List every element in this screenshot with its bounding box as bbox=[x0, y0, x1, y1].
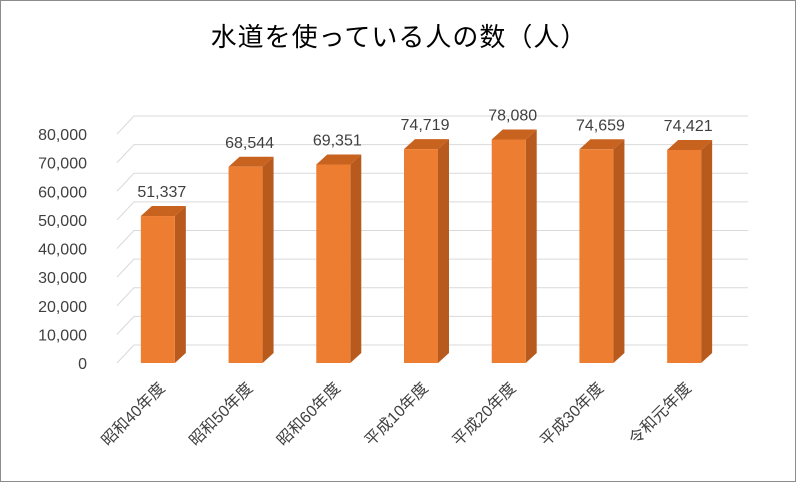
bar-side bbox=[174, 206, 186, 363]
x-tick-label: 昭和40年度 bbox=[98, 379, 169, 450]
data-label: 68,544 bbox=[225, 135, 274, 152]
y-tick-label: 80,000 bbox=[38, 127, 87, 144]
gridline bbox=[116, 144, 748, 163]
gridline bbox=[116, 201, 748, 221]
x-tick-label: 平成10年度 bbox=[361, 379, 432, 450]
data-label: 69,351 bbox=[313, 132, 362, 149]
bar-top bbox=[228, 156, 274, 167]
chart-title: 水道を使っている人の数（人） bbox=[210, 23, 588, 53]
y-tick-label: 50,000 bbox=[38, 213, 87, 230]
bar-top bbox=[579, 139, 625, 150]
bar-top bbox=[404, 139, 449, 150]
data-label: 74,719 bbox=[401, 117, 450, 134]
y-tick-label: 20,000 bbox=[38, 299, 87, 316]
gridline bbox=[116, 315, 748, 335]
bar bbox=[316, 164, 351, 363]
y-tick-label: 10,000 bbox=[38, 327, 87, 344]
data-label: 74,659 bbox=[576, 117, 625, 134]
bar bbox=[667, 149, 702, 363]
data-label: 74,421 bbox=[664, 118, 713, 135]
gridline bbox=[116, 258, 748, 278]
data-label: 78,080 bbox=[488, 107, 537, 124]
gridline bbox=[116, 344, 748, 364]
y-tick-label: 70,000 bbox=[38, 156, 87, 173]
data-label: 51,337 bbox=[137, 184, 186, 201]
y-tick-label: 60,000 bbox=[38, 184, 87, 201]
bar-top bbox=[140, 206, 186, 217]
x-tick-label: 平成30年度 bbox=[537, 379, 608, 450]
bar-top bbox=[316, 154, 362, 165]
bar-side bbox=[438, 139, 449, 363]
bar bbox=[404, 149, 438, 363]
y-tick-label: 30,000 bbox=[38, 270, 87, 287]
x-tick-label: 令和元年度 bbox=[626, 379, 695, 448]
bar-side bbox=[262, 156, 274, 363]
bar bbox=[228, 166, 263, 363]
gridline bbox=[116, 230, 748, 249]
bar-side bbox=[350, 154, 362, 363]
bar-side bbox=[613, 139, 625, 363]
x-tick-label: 平成20年度 bbox=[449, 379, 520, 450]
gridline bbox=[116, 172, 748, 192]
y-tick-label: 0 bbox=[78, 356, 87, 373]
bar bbox=[491, 139, 526, 363]
bar-side bbox=[525, 129, 537, 363]
y-tick-label: 40,000 bbox=[38, 242, 87, 259]
x-tick-label: 昭和60年度 bbox=[274, 379, 345, 450]
bar bbox=[579, 149, 614, 363]
bar-top bbox=[667, 139, 713, 150]
bar-top bbox=[491, 129, 537, 140]
bar bbox=[140, 216, 175, 363]
gridline bbox=[116, 287, 748, 307]
x-tick-label: 昭和50年度 bbox=[186, 379, 257, 450]
gridline bbox=[116, 115, 748, 135]
bar-side bbox=[701, 139, 713, 363]
